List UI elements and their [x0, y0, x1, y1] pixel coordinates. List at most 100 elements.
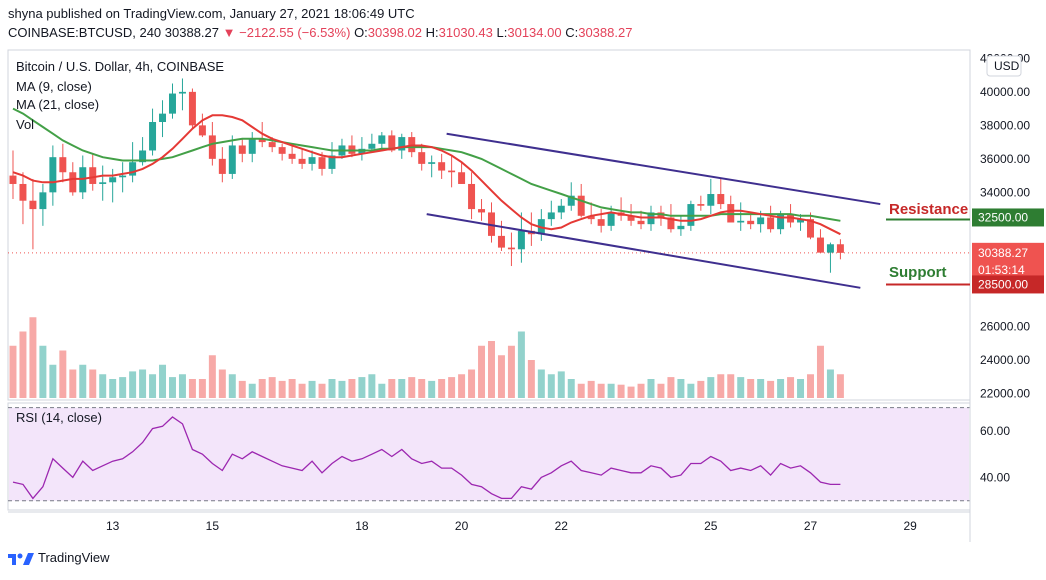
candle-body[interactable] — [557, 205, 565, 213]
candle-body[interactable] — [757, 217, 765, 225]
candle-body[interactable] — [607, 212, 615, 226]
candle-body[interactable] — [587, 215, 595, 220]
candle-body[interactable] — [29, 200, 37, 210]
candle-body[interactable] — [767, 217, 775, 230]
candle-body[interactable] — [218, 158, 226, 174]
candle-body[interactable] — [228, 145, 236, 174]
candle-body[interactable] — [717, 194, 725, 205]
candle-body[interactable] — [19, 183, 27, 201]
candle-body[interactable] — [747, 220, 755, 225]
candle-body[interactable] — [627, 215, 635, 221]
candle-body[interactable] — [159, 113, 167, 123]
candle-body[interactable] — [99, 182, 107, 184]
upper-channel-trendline[interactable] — [446, 132, 881, 206]
volume-bar — [458, 374, 466, 398]
volume-bar — [667, 377, 675, 398]
candle-body[interactable] — [298, 158, 306, 164]
candle-body[interactable] — [368, 143, 376, 149]
candle-body[interactable] — [797, 219, 805, 223]
candle-body[interactable] — [567, 195, 575, 206]
candle-body[interactable] — [308, 157, 316, 164]
candle-body[interactable] — [577, 195, 585, 216]
candle-body[interactable] — [149, 122, 157, 151]
candle-body[interactable] — [428, 162, 436, 164]
candle-body[interactable] — [238, 145, 246, 154]
candle-body[interactable] — [168, 93, 176, 114]
volume-bar — [358, 377, 366, 398]
candle-body[interactable] — [438, 162, 446, 171]
candle-body[interactable] — [139, 150, 147, 163]
candle-body[interactable] — [258, 138, 266, 143]
legend-ma21: MA (21, close) — [16, 97, 99, 112]
currency-button-bg[interactable] — [986, 55, 1022, 77]
volume-bar — [727, 374, 735, 398]
candle-body[interactable] — [278, 147, 286, 154]
tradingview-footer[interactable]: TradingView — [8, 550, 110, 565]
candle-body[interactable] — [836, 244, 844, 253]
candle-body[interactable] — [198, 125, 206, 136]
volume-bar — [577, 383, 585, 398]
candle-body[interactable] — [178, 91, 186, 94]
candle-body[interactable] — [547, 212, 555, 220]
candle-body[interactable] — [129, 162, 137, 176]
candle-body[interactable] — [597, 219, 605, 226]
volume-bar — [129, 371, 137, 398]
candle-body[interactable] — [89, 167, 97, 184]
symbol-label[interactable]: COINBASE:BTCUSD, 240 — [8, 25, 162, 40]
candle-body[interactable] — [188, 91, 196, 126]
candle-body[interactable] — [697, 204, 705, 206]
y-tick-label: 38000.00 — [980, 118, 1030, 132]
price-chart[interactable]: 22000.00 24000.00 26000.00 34000.00 36000.00… — [0, 0, 1046, 545]
candle-body[interactable] — [807, 219, 814, 238]
volume-bar — [89, 369, 97, 398]
volume-bar — [587, 380, 595, 398]
candle-body[interactable] — [517, 230, 525, 250]
candle-body[interactable] — [816, 237, 824, 253]
candle-body[interactable] — [737, 220, 745, 223]
volume-bar — [278, 380, 286, 398]
volume-bar — [9, 345, 17, 398]
volume-bar — [348, 379, 356, 398]
candle-body[interactable] — [707, 194, 715, 206]
volume-bar — [836, 374, 844, 398]
candle-body[interactable] — [318, 157, 326, 169]
candle-body[interactable] — [677, 225, 685, 230]
candle-body[interactable] — [248, 138, 256, 154]
candle-body[interactable] — [826, 244, 834, 253]
candle-body[interactable] — [378, 135, 386, 144]
candle-body[interactable] — [49, 157, 57, 193]
candle-body[interactable] — [637, 220, 645, 225]
rsi-tick-label: 40.00 — [980, 470, 1010, 484]
lower-channel-trendline[interactable] — [426, 213, 861, 289]
candle-body[interactable] — [497, 235, 505, 248]
x-tick-label: 13 — [106, 519, 120, 533]
candle-body[interactable] — [418, 152, 426, 164]
candle-body[interactable] — [468, 183, 476, 210]
candle-body[interactable] — [777, 214, 785, 230]
candle-body[interactable] — [109, 177, 117, 183]
candle-body[interactable] — [448, 170, 456, 173]
candle-body[interactable] — [39, 192, 47, 210]
volume-bar — [159, 364, 167, 398]
candle-body[interactable] — [288, 153, 296, 159]
volume-bar — [787, 377, 795, 398]
volume-bar — [448, 377, 456, 398]
candle-body[interactable] — [667, 217, 675, 230]
volume-bar — [617, 384, 625, 398]
candle-body[interactable] — [119, 175, 127, 178]
candle-body[interactable] — [59, 157, 67, 173]
current-price-badge: 30388.27 — [978, 246, 1028, 260]
candle-body[interactable] — [9, 175, 17, 184]
candle-body[interactable] — [398, 137, 406, 151]
candle-body[interactable] — [458, 172, 466, 184]
volume-bar — [677, 379, 685, 398]
candle-body[interactable] — [69, 172, 77, 193]
candle-body[interactable] — [328, 155, 336, 169]
candle-body[interactable] — [388, 135, 396, 151]
candle-body[interactable] — [208, 135, 216, 159]
candle-body[interactable] — [507, 247, 515, 250]
candle-body[interactable] — [478, 209, 486, 213]
volume-bar — [288, 379, 296, 398]
candle-body[interactable] — [268, 142, 276, 148]
x-tick-label: 29 — [904, 519, 918, 533]
